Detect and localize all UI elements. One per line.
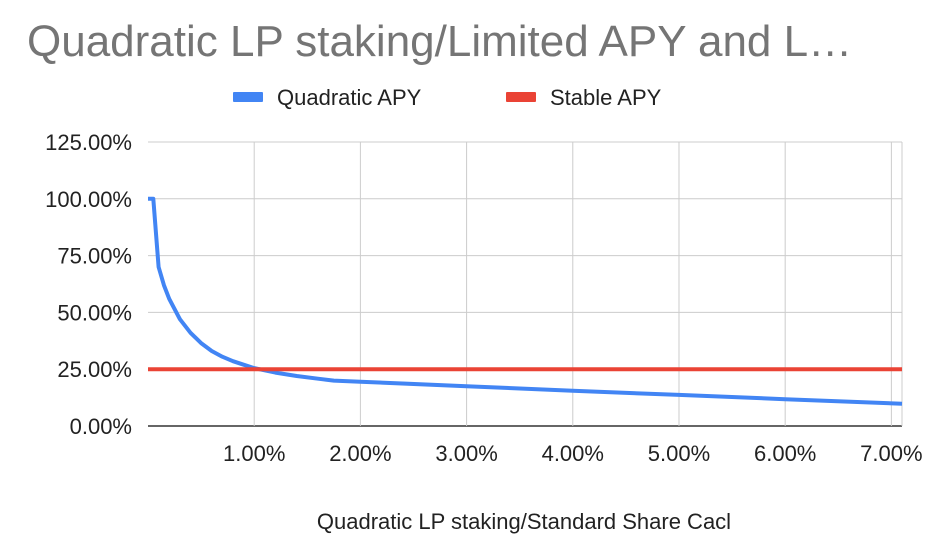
legend-label-stable-apy: Stable APY	[550, 85, 662, 110]
y-tick-label: 50.00%	[57, 300, 132, 325]
x-tick-label: 5.00%	[648, 441, 710, 466]
x-tick-label: 1.00%	[223, 441, 285, 466]
y-tick-label: 125.00%	[45, 130, 132, 155]
gridlines	[148, 141, 903, 427]
x-tick-label: 7.00%	[860, 441, 922, 466]
x-axis-title: Quadratic LP staking/Standard Share Cacl	[317, 509, 731, 534]
chart-title: Quadratic LP staking/Limited APY and L…	[27, 17, 852, 66]
x-tick-label: 4.00%	[542, 441, 604, 466]
x-tick-label: 3.00%	[435, 441, 497, 466]
legend-label-quadratic-apy: Quadratic APY	[277, 85, 422, 110]
legend: Quadratic APY Stable APY	[233, 85, 662, 110]
series-lines	[148, 196, 903, 406]
legend-swatch-quadratic-apy	[233, 92, 263, 102]
x-tick-label: 2.00%	[329, 441, 391, 466]
y-tick-label: 75.00%	[57, 244, 132, 269]
x-tick-label: 6.00%	[754, 441, 816, 466]
series-line-quadratic-apy	[148, 196, 903, 406]
y-tick-label: 25.00%	[57, 357, 132, 382]
y-tick-label: 100.00%	[45, 187, 132, 212]
tick-labels: 0.00% 25.00% 50.00% 75.00% 100.00% 125.00% 1.0…	[45, 130, 922, 466]
y-tick-label: 0.00%	[70, 414, 132, 439]
legend-swatch-stable-apy	[506, 92, 536, 102]
